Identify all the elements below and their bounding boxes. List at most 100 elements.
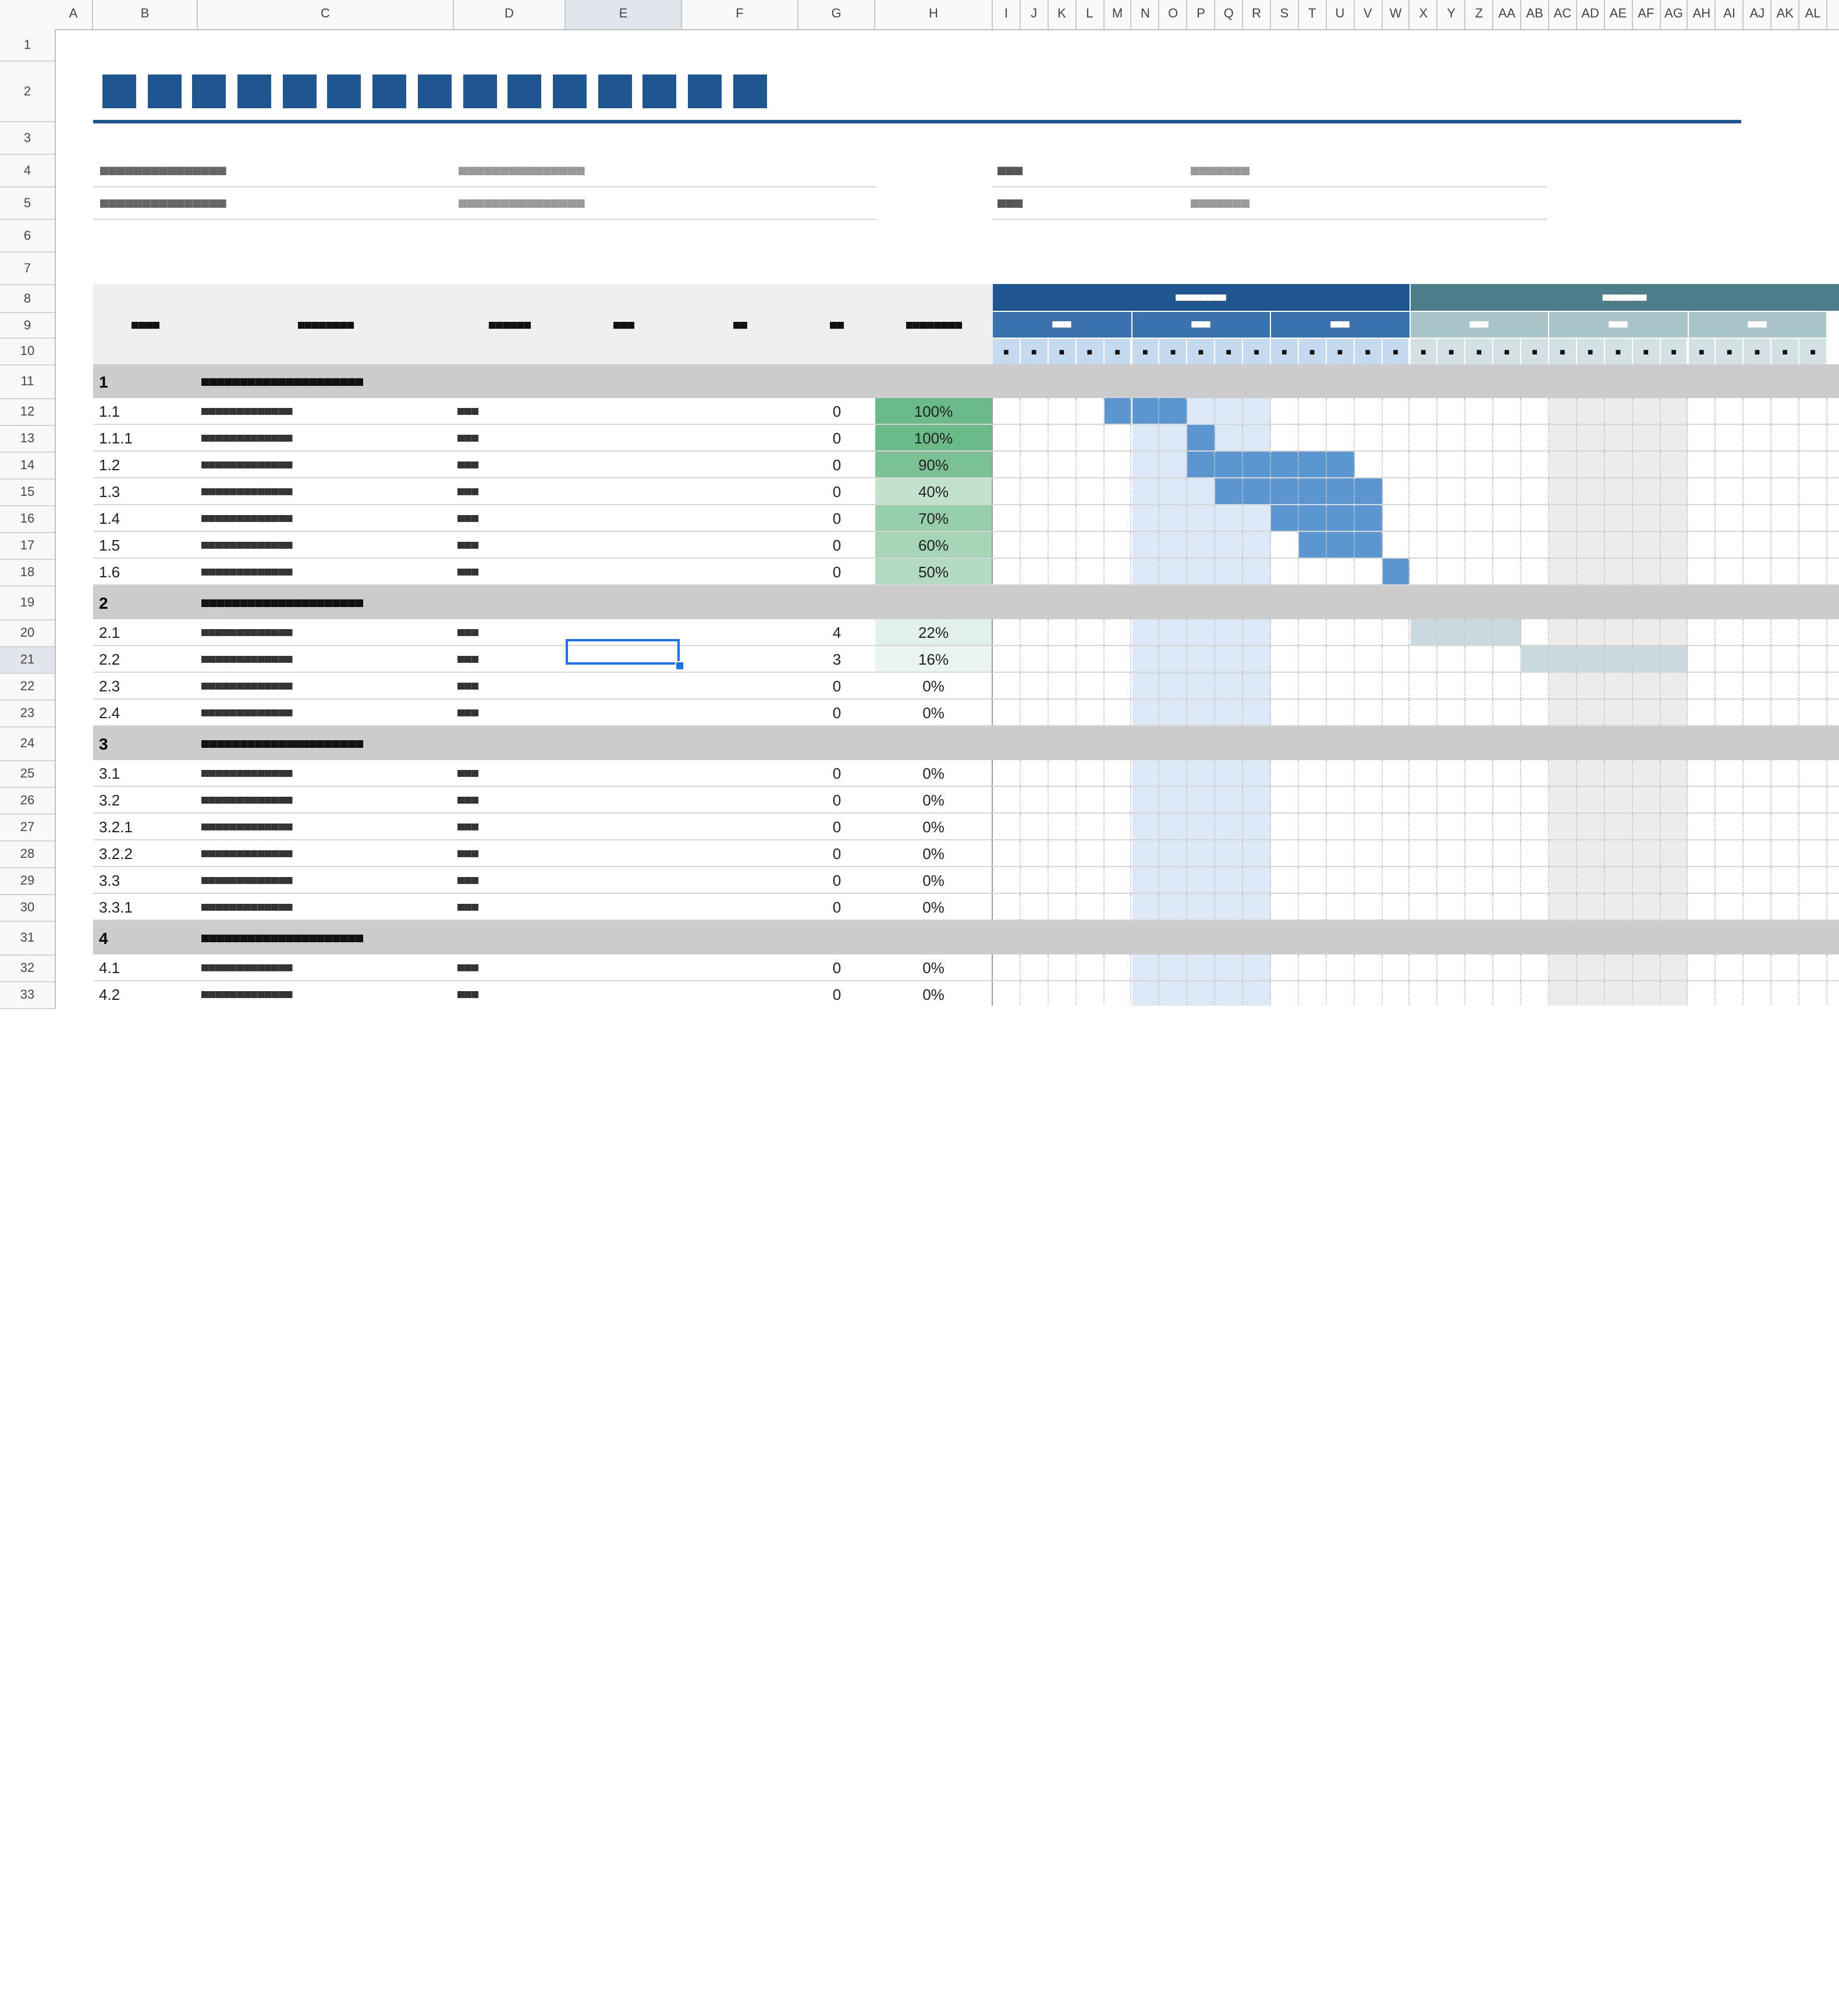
gantt-cell[interactable] (1104, 425, 1132, 450)
gantt-cell[interactable] (993, 787, 1021, 812)
gantt-cell[interactable] (1049, 646, 1077, 672)
gantt-cell[interactable] (1382, 700, 1410, 725)
row-header-24[interactable]: 24 (0, 727, 55, 761)
gantt-cell[interactable] (1493, 425, 1522, 450)
task-row[interactable]: 3.2 ■■■■■■■■■■■■■ ■■■ 0 0% (93, 787, 1839, 814)
gantt-cell[interactable] (1049, 478, 1077, 504)
gantt-cell[interactable] (1298, 452, 1327, 477)
row-header-15[interactable]: 15 (0, 480, 55, 506)
gantt-cell[interactable] (1799, 646, 1827, 672)
gantt-cell[interactable] (1271, 700, 1299, 725)
gantt-cell[interactable] (1771, 398, 1800, 424)
gantt-cell[interactable] (1799, 867, 1827, 893)
gantt-cell[interactable] (1021, 559, 1049, 584)
column-header-D[interactable]: D (454, 0, 566, 29)
gantt-cell[interactable] (1243, 954, 1271, 980)
selected-cell[interactable] (566, 639, 680, 665)
gantt-cell[interactable] (1632, 619, 1661, 645)
row-header-7[interactable]: 7 (0, 253, 55, 285)
gantt-cell[interactable] (1493, 532, 1522, 558)
gantt-cell[interactable] (1549, 814, 1577, 839)
gantt-cell[interactable] (1410, 814, 1438, 839)
gantt-cell[interactable] (1159, 840, 1188, 866)
gantt-cell[interactable] (1521, 559, 1549, 584)
gantt-cell[interactable] (1716, 425, 1744, 450)
gantt-cell[interactable] (1493, 673, 1522, 698)
gantt-cell[interactable] (1159, 700, 1188, 725)
gantt-cell[interactable] (1438, 478, 1466, 504)
gantt-cell[interactable] (1632, 981, 1661, 1006)
gantt-cell[interactable] (1438, 505, 1466, 531)
gantt-cell[interactable] (993, 867, 1021, 893)
gantt-cell[interactable] (1466, 981, 1494, 1006)
gantt-cell[interactable] (1438, 787, 1466, 812)
gantt-cell[interactable] (1271, 673, 1299, 698)
gantt-cell[interactable] (1132, 840, 1160, 866)
gantt-cell[interactable] (1215, 452, 1244, 477)
gantt-cell[interactable] (1049, 505, 1077, 531)
gantt-cell[interactable] (1159, 478, 1188, 504)
gantt-cell[interactable] (1354, 619, 1383, 645)
gantt-cell[interactable] (1299, 867, 1327, 893)
gantt-cell[interactable] (1410, 894, 1438, 920)
gantt-cell[interactable] (1632, 646, 1661, 672)
gantt-cell[interactable] (1215, 787, 1244, 812)
row-header-8[interactable]: 8 (0, 285, 55, 313)
gantt-cell[interactable] (1354, 478, 1383, 504)
gantt-cell[interactable] (1771, 452, 1800, 477)
gantt-cell[interactable] (1021, 505, 1049, 531)
gantt-cell[interactable] (1604, 840, 1633, 866)
gantt-cell[interactable] (1021, 673, 1049, 698)
gantt-cell[interactable] (1021, 894, 1049, 920)
task-row[interactable]: 1.4 ■■■■■■■■■■■■■ ■■■ 0 70% (93, 505, 1839, 532)
gantt-cell[interactable] (1688, 700, 1716, 725)
gantt-cell[interactable] (993, 760, 1021, 786)
gantt-cell[interactable] (1604, 981, 1633, 1006)
gantt-cell[interactable] (1382, 505, 1410, 531)
task-row[interactable]: 1.1 ■■■■■■■■■■■■■ ■■■ 0 100% (93, 398, 1839, 425)
gantt-cell[interactable] (1521, 532, 1549, 558)
gantt-cell[interactable] (1104, 787, 1132, 812)
gantt-cell[interactable] (1549, 532, 1577, 558)
gantt-cell[interactable] (1660, 981, 1688, 1006)
gantt-cell[interactable] (1299, 700, 1327, 725)
gantt-cell[interactable] (1243, 981, 1271, 1006)
gantt-cell[interactable] (1688, 425, 1716, 450)
column-header-AA[interactable]: AA (1493, 0, 1522, 29)
gantt-cell[interactable] (993, 532, 1021, 558)
gantt-cell[interactable] (1604, 700, 1633, 725)
gantt-cell[interactable] (1382, 787, 1410, 812)
gantt-cell[interactable] (1577, 532, 1605, 558)
gantt-cell[interactable] (1632, 894, 1661, 920)
gantt-cell[interactable] (1021, 478, 1049, 504)
gantt-cell[interactable] (1132, 619, 1160, 645)
gantt-cell[interactable] (1438, 814, 1466, 839)
gantt-cell[interactable] (1049, 840, 1077, 866)
gantt-cell[interactable] (1354, 398, 1383, 424)
column-header-O[interactable]: O (1160, 0, 1188, 29)
column-header-L[interactable]: L (1076, 0, 1105, 29)
gantt-cell[interactable] (1271, 452, 1299, 477)
gantt-cell[interactable] (1382, 867, 1410, 893)
gantt-cell[interactable] (1660, 398, 1688, 424)
gantt-cell[interactable] (1632, 760, 1661, 786)
gantt-cell[interactable] (1632, 425, 1661, 450)
gantt-cell[interactable] (1021, 760, 1049, 786)
gantt-cell[interactable] (1604, 619, 1633, 645)
gantt-cell[interactable] (1327, 646, 1355, 672)
gantt-cell[interactable] (1771, 867, 1800, 893)
gantt-cell[interactable] (1771, 840, 1800, 866)
gantt-cell[interactable] (1577, 505, 1605, 531)
gantt-cell[interactable] (1577, 814, 1605, 839)
gantt-cell[interactable] (1271, 840, 1299, 866)
gantt-cell[interactable] (1327, 787, 1355, 812)
gantt-cell[interactable] (1076, 867, 1105, 893)
gantt-cell[interactable] (1521, 867, 1549, 893)
gantt-cell[interactable] (1187, 646, 1216, 672)
gantt-cell[interactable] (1771, 532, 1800, 558)
gantt-cell[interactable] (1799, 814, 1827, 839)
task-row[interactable]: 2.3 ■■■■■■■■■■■■■ ■■■ 0 0% (93, 673, 1839, 700)
gantt-cell[interactable] (1660, 559, 1688, 584)
gantt-cell[interactable] (1159, 787, 1188, 812)
row-header-10[interactable]: 10 (0, 339, 55, 365)
